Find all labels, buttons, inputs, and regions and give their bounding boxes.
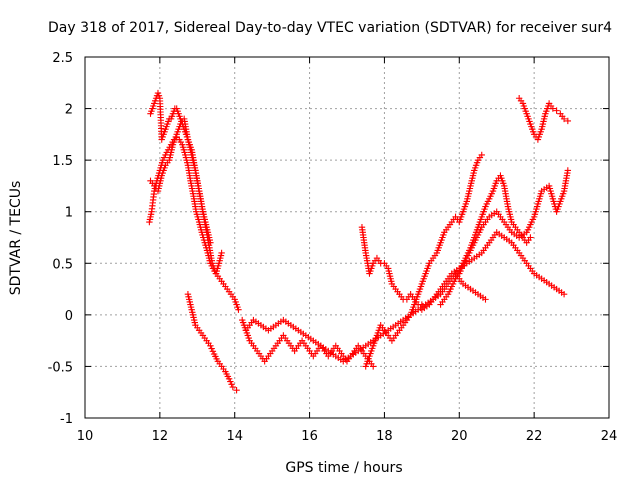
data-point (482, 296, 489, 303)
data-point (209, 348, 217, 355)
data-point (564, 167, 572, 174)
plot-frame (84, 56, 610, 419)
series-track-4 (184, 291, 240, 394)
x-tick-label: 12 (152, 429, 169, 444)
x-tick-label: 18 (376, 429, 393, 444)
data-point (208, 345, 215, 352)
data-point (370, 363, 377, 370)
data-point (478, 151, 485, 159)
series-track-3 (147, 115, 214, 246)
data-point (564, 117, 572, 125)
data-point (235, 306, 242, 313)
y-tick-labels: -1 -0.5 0 0.5 1 1.5 2 2.5 (48, 51, 73, 427)
data-point (549, 105, 557, 112)
x-tick-label: 24 (601, 429, 618, 444)
x-axis-title: GPS time / hours (285, 460, 402, 476)
series-track-12 (515, 95, 572, 143)
x-tick-label: 20 (451, 429, 468, 444)
x-tick-label: 14 (226, 429, 243, 444)
x-tick-label: 16 (301, 429, 318, 444)
data-point (227, 378, 234, 385)
data-point (233, 386, 240, 394)
x-tick-label: 10 (77, 429, 94, 444)
series-track-11 (456, 167, 572, 277)
series-track-7 (358, 223, 426, 308)
series-track-8 (362, 151, 485, 370)
data-point (229, 383, 237, 391)
data-point (225, 375, 233, 383)
data-point (553, 107, 560, 114)
data-point (560, 115, 568, 123)
y-tick-label: 0.5 (52, 257, 73, 272)
axis-ticks (84, 56, 610, 419)
y-tick-label: 2 (65, 103, 73, 118)
y-tick-label: 2.5 (52, 51, 73, 66)
y-tick-label: -1 (60, 412, 73, 427)
x-tick-labels: 10 12 14 16 18 20 22 24 (77, 429, 618, 444)
y-tick-label: -0.5 (48, 360, 73, 375)
data-point (207, 342, 214, 349)
series-track-10 (437, 172, 534, 308)
x-tick-label: 22 (526, 429, 543, 444)
data-points (146, 89, 572, 394)
y-axis-title: SDTVAR / TECUs (8, 181, 24, 296)
y-tick-label: 0 (65, 309, 73, 324)
chart-title: Day 318 of 2017, Sidereal Day-to-day VTE… (48, 20, 612, 36)
data-point (218, 249, 225, 257)
y-tick-label: 1.5 (52, 154, 73, 169)
data-point (560, 291, 568, 298)
y-tick-label: 1 (65, 206, 73, 221)
data-point (228, 381, 235, 388)
data-point (527, 234, 534, 241)
data-point (207, 239, 214, 246)
